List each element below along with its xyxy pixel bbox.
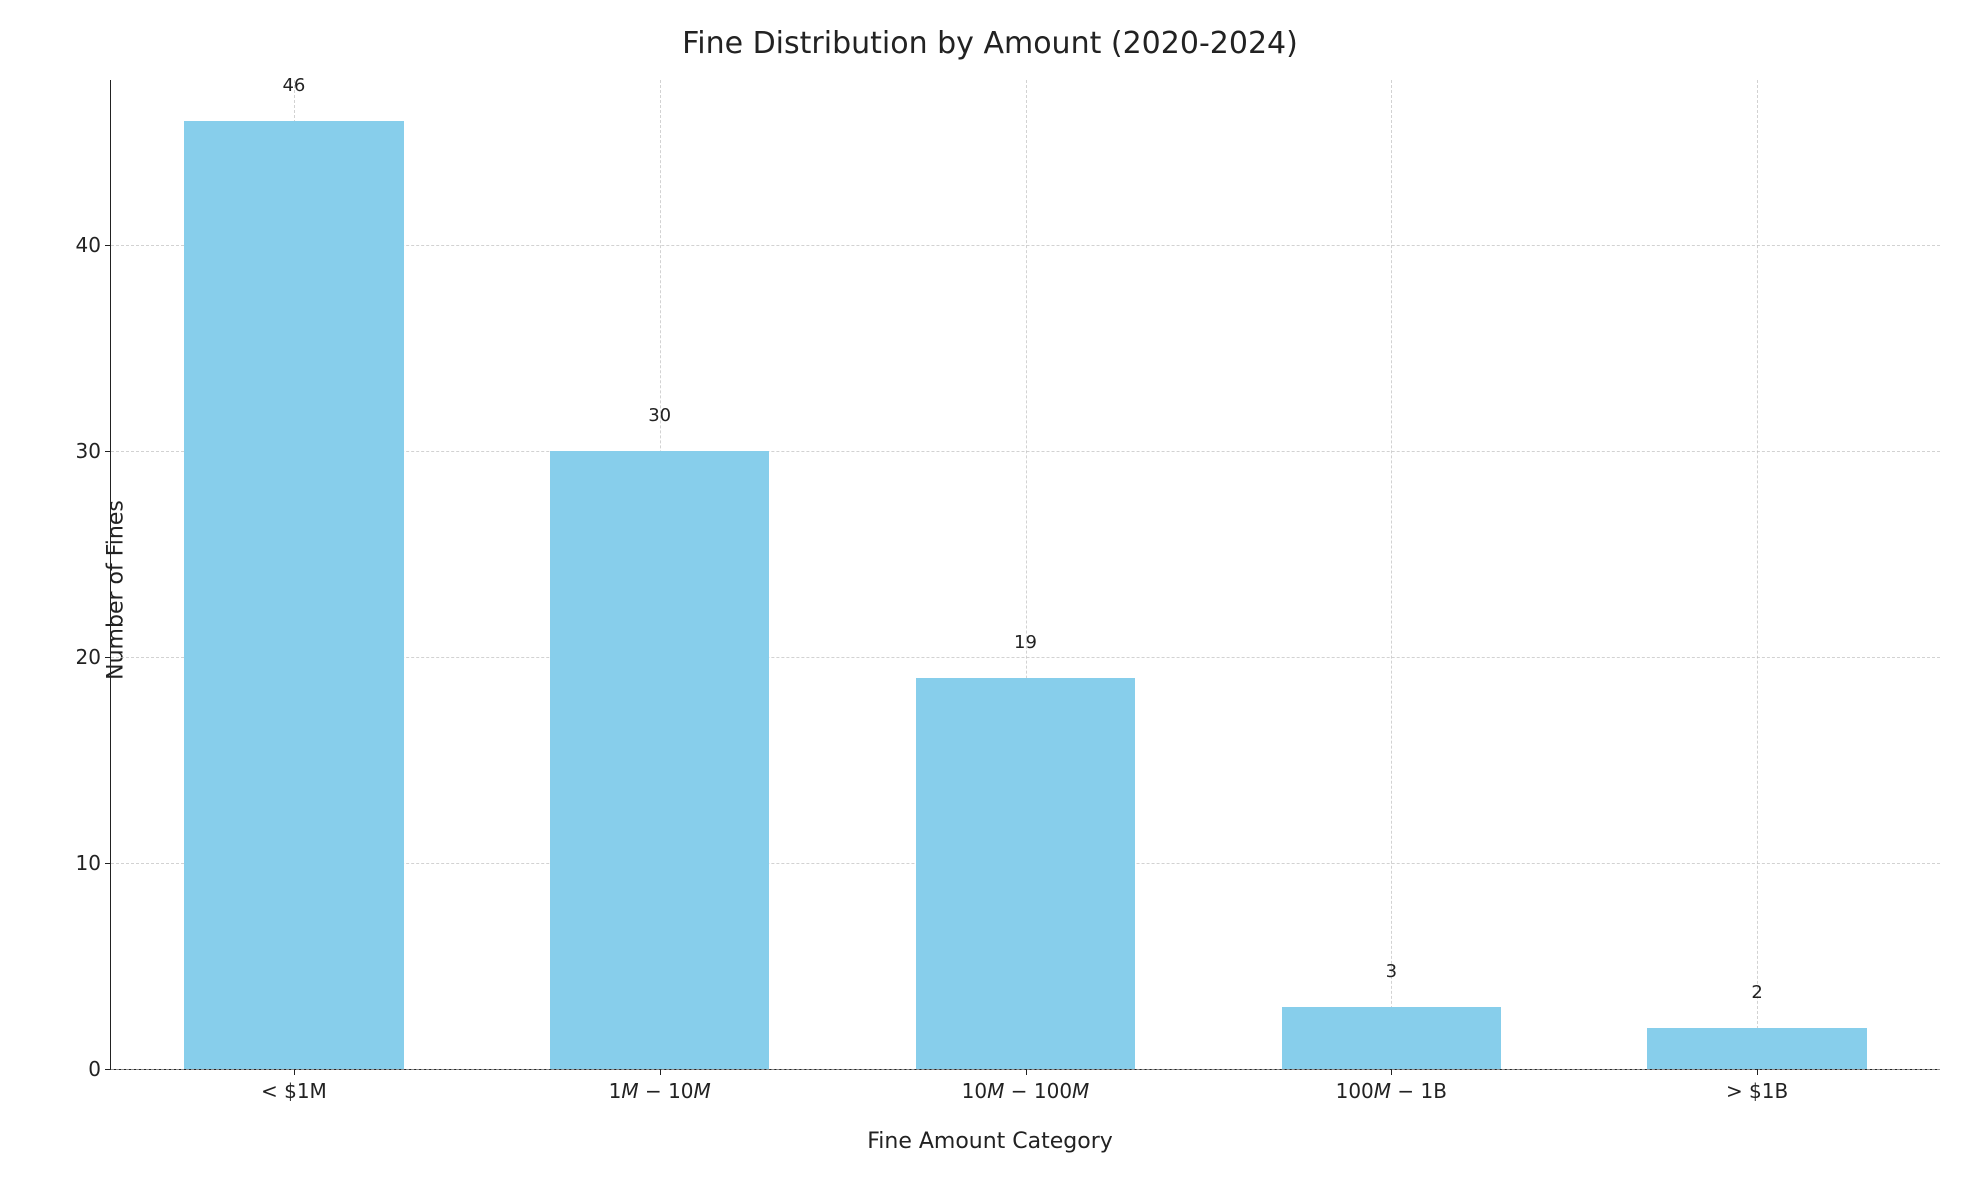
gridline-v [1757, 80, 1758, 1069]
xtick-label: 100M − 1B [1336, 1079, 1447, 1103]
xtick-mark [294, 1069, 295, 1075]
xtick-mark [1026, 1069, 1027, 1075]
bar-value-label: 19 [1014, 632, 1037, 653]
bar [550, 451, 769, 1069]
xtick-label: > $1B [1726, 1079, 1788, 1103]
ytick-mark [105, 1069, 111, 1070]
xtick-mark [1391, 1069, 1392, 1075]
ytick-mark [105, 863, 111, 864]
ytick-label: 40 [76, 233, 101, 257]
chart-container: Fine Distribution by Amount (2020-2024) … [20, 20, 1960, 1160]
ytick-label: 20 [76, 645, 101, 669]
bar-value-label: 46 [282, 75, 305, 96]
ytick-mark [105, 451, 111, 452]
bar-value-label: 3 [1386, 961, 1397, 982]
ytick-label: 30 [76, 439, 101, 463]
bar [1282, 1007, 1501, 1069]
gridline-v [1391, 80, 1392, 1069]
bar-value-label: 2 [1751, 982, 1762, 1003]
ytick-label: 10 [76, 851, 101, 875]
xtick-mark [1757, 1069, 1758, 1075]
ytick-mark [105, 657, 111, 658]
bar [184, 121, 403, 1069]
bar [1647, 1028, 1866, 1069]
bar [916, 678, 1135, 1069]
xtick-label: 10M − 100M [962, 1079, 1090, 1103]
xtick-label: < $1M [261, 1079, 327, 1103]
ytick-label: 0 [88, 1057, 101, 1081]
x-axis-label: Fine Amount Category [20, 1129, 1960, 1154]
xtick-label: 1M − 10M [609, 1079, 711, 1103]
plot-area: 010203040< $1M461M − 10M3010M − 100M1910… [110, 80, 1940, 1070]
bar-value-label: 30 [648, 405, 671, 426]
ytick-mark [105, 245, 111, 246]
chart-title: Fine Distribution by Amount (2020-2024) [20, 26, 1960, 61]
xtick-mark [660, 1069, 661, 1075]
